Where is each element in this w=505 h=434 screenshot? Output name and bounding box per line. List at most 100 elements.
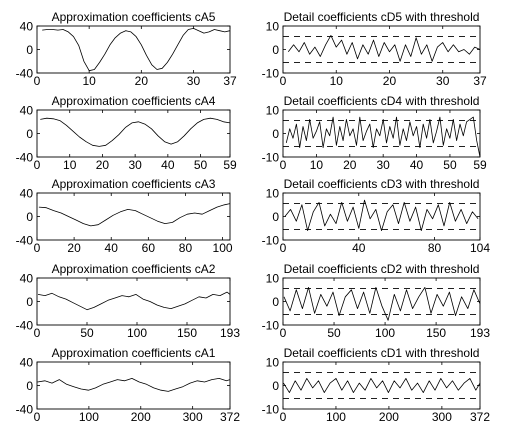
x-tick-label: 200 [131,410,151,424]
x-tick-label: 200 [379,410,399,424]
x-tick-label: 100 [326,410,346,424]
y-tick-label: -10 [262,403,280,417]
axes-box [36,277,231,326]
subplot-title: Approximation coefficients cA1 [52,346,216,360]
subplot-title: Detail coefficients cD3 with threshold [284,177,480,191]
coefficient-series-line [42,27,231,72]
x-tick-label: 40 [410,158,424,172]
x-tick-label: 40 [161,158,175,172]
axes-box [36,192,231,241]
y-tick-label: 0 [272,43,279,57]
subplot-title: Approximation coefficients cA5 [52,10,216,24]
x-tick-label: 0 [280,326,287,340]
y-tick-label: 0 [272,210,279,224]
x-tick-label: 372 [220,410,240,424]
x-tick-label: 60 [142,241,156,255]
x-tick-label: 100 [375,326,395,340]
x-tick-label: 37 [473,74,487,88]
y-tick-label: 10 [266,20,280,34]
x-tick-label: 59 [473,158,487,172]
y-tick-label: 40 [20,356,34,370]
y-tick-label: 10 [266,187,280,201]
x-tick-label: 20 [383,74,397,88]
x-tick-label: 0 [34,326,41,340]
y-tick-label: 0 [26,210,33,224]
axes-box [282,277,481,326]
x-tick-label: 372 [470,410,490,424]
x-tick-label: 193 [470,326,490,340]
x-tick-label: 300 [432,410,452,424]
x-tick-label: 193 [220,326,240,340]
x-tick-label: 0 [34,241,41,255]
subplot-8: Detail coefficients cD2 with threshold 10… [262,262,491,340]
y-tick-label: 0 [272,127,279,141]
subplot-10: Detail coefficients cD1 with threshold 10… [262,346,491,424]
axes-box [36,109,231,158]
subplot-title: Detail coefficients cD2 with threshold [284,262,480,276]
x-tick-label: 50 [80,326,94,340]
subplot-6: Detail coefficients cD3 with threshold 10… [262,177,491,255]
y-tick-label: 10 [266,272,280,286]
y-tick-label: -40 [16,403,34,417]
coefficient-series-line [37,377,231,392]
y-tick-label: -40 [16,151,34,165]
x-tick-label: 10 [310,158,324,172]
x-tick-label: 10 [82,74,96,88]
y-tick-label: -40 [16,319,34,333]
x-tick-label: 20 [343,158,357,172]
subplot-title: Detail coefficients cD1 with threshold [284,346,480,360]
x-tick-label: 50 [194,158,208,172]
subplot-title: Approximation coefficients cA4 [52,94,216,108]
y-tick-label: -10 [262,151,280,165]
y-tick-label: 0 [26,43,33,57]
x-tick-label: 150 [177,326,197,340]
x-tick-label: 0 [34,158,41,172]
x-tick-label: 0 [280,158,287,172]
subplot-title: Detail coefficients cD5 with threshold [284,10,480,24]
coefficient-series-line [287,35,481,62]
axes-box [36,361,231,410]
y-tick-label: 10 [266,104,280,118]
subplot-2: Detail coefficients cD5 with threshold 10… [262,10,487,88]
y-tick-label: -10 [262,67,280,81]
axes-box [282,192,481,241]
coefficient-series-line [283,377,481,394]
x-tick-label: 104 [470,241,490,255]
x-tick-label: 300 [183,410,203,424]
y-tick-label: 0 [272,379,279,393]
x-tick-label: 0 [34,74,41,88]
x-tick-label: 20 [96,158,110,172]
x-tick-label: 0 [280,241,287,255]
y-tick-label: 40 [20,272,34,286]
y-tick-label: 0 [26,379,33,393]
y-tick-label: 40 [20,20,34,34]
x-tick-label: 30 [187,74,201,88]
y-tick-label: -10 [262,234,280,248]
x-tick-label: 59 [223,158,237,172]
x-tick-label: 10 [330,74,344,88]
x-tick-label: 40 [352,241,366,255]
x-tick-label: 30 [376,158,390,172]
x-tick-label: 80 [179,241,193,255]
y-tick-label: 40 [20,104,34,118]
y-tick-label: -40 [16,234,34,248]
subplot-title: Detail coefficients cD4 with threshold [284,94,480,108]
axes-box [36,25,231,74]
y-tick-label: 0 [26,127,33,141]
y-tick-label: -10 [262,319,280,333]
x-tick-label: 150 [426,326,446,340]
subplot-4: Detail coefficients cD4 with threshold 10… [262,94,487,172]
x-tick-label: 20 [135,74,149,88]
x-tick-label: 40 [105,241,119,255]
subplot-title: Approximation coefficients cA2 [52,262,216,276]
x-tick-label: 50 [327,326,341,340]
coefficient-series-line [284,199,479,232]
x-tick-label: 80 [428,241,442,255]
axes-box [282,361,481,410]
x-tick-label: 100 [213,241,233,255]
coefficient-series-line [283,286,481,321]
x-tick-label: 37 [223,74,237,88]
